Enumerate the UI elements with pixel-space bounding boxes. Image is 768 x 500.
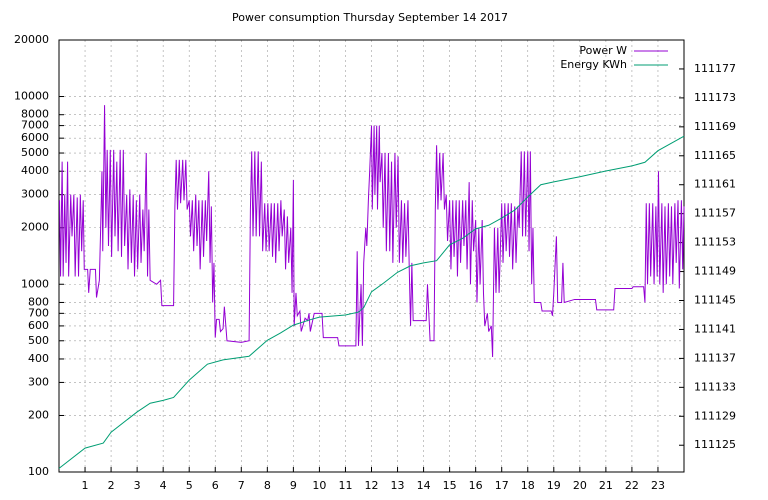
x-tick-label: 3 — [134, 479, 141, 492]
x-tick-label: 6 — [212, 479, 219, 492]
y2-tick-label: 111133 — [694, 380, 736, 393]
y2-tick-label: 111137 — [694, 351, 736, 364]
x-tick-label: 12 — [365, 479, 379, 492]
y-tick-label: 20000 — [14, 33, 49, 46]
y-tick-label: 500 — [28, 334, 49, 347]
y-tick-label: 300 — [28, 375, 49, 388]
y2-tick-label: 111141 — [694, 322, 736, 335]
x-tick-label: 21 — [599, 479, 613, 492]
x-tick-label: 4 — [160, 479, 167, 492]
x-tick-label: 18 — [521, 479, 535, 492]
x-tick-label: 9 — [290, 479, 297, 492]
y2-tick-label: 111153 — [694, 236, 736, 249]
y2-tick-label: 111149 — [694, 265, 736, 278]
plot-border — [58, 39, 685, 473]
x-tick-label: 2 — [108, 479, 115, 492]
y-tick-label: 400 — [28, 352, 49, 365]
y-tick-label: 3000 — [21, 188, 49, 201]
y-tick-label: 7000 — [21, 119, 49, 132]
y-tick-label: 200 — [28, 408, 49, 421]
x-tick-label: 5 — [186, 479, 193, 492]
y-tick-label: 10000 — [14, 90, 49, 103]
y-tick-label: 8000 — [21, 108, 49, 121]
series-line — [59, 105, 685, 357]
y-tick-label: 2000 — [21, 221, 49, 234]
x-tick-label: 20 — [573, 479, 587, 492]
series-line — [58, 135, 685, 469]
x-tick-label: 1 — [82, 479, 89, 492]
y-tick-label: 800 — [28, 295, 49, 308]
y-tick-label: 100 — [28, 465, 49, 478]
y-tick-label: 5000 — [21, 146, 49, 159]
x-tick-label: 23 — [651, 479, 665, 492]
y-tick-label: 1000 — [21, 277, 49, 290]
x-tick-label: 13 — [391, 479, 405, 492]
x-tick-label: 17 — [495, 479, 509, 492]
y2-tick-label: 111165 — [694, 149, 736, 162]
y2-tick-label: 111145 — [694, 294, 736, 307]
y2-tick-label: 111157 — [694, 207, 736, 220]
y-tick-label: 6000 — [21, 131, 49, 144]
y-tick-label: 4000 — [21, 164, 49, 177]
x-tick-label: 14 — [417, 479, 431, 492]
x-tick-label: 11 — [338, 479, 352, 492]
x-tick-label: 7 — [238, 479, 245, 492]
y2-tick-label: 111169 — [694, 120, 736, 133]
x-tick-label: 16 — [469, 479, 483, 492]
x-tick-label: 10 — [312, 479, 326, 492]
x-tick-label: 19 — [547, 479, 561, 492]
x-tick-label: 22 — [625, 479, 639, 492]
chart-title: Power consumption Thursday September 14 … — [232, 11, 508, 24]
legend-label: Energy KWh — [560, 58, 627, 71]
y2-tick-label: 111129 — [694, 409, 736, 422]
legend-label: Power W — [579, 44, 627, 57]
x-tick-label: 8 — [264, 479, 271, 492]
y2-tick-label: 111173 — [694, 91, 736, 104]
x-tick-label: 15 — [443, 479, 457, 492]
y-tick-label: 700 — [28, 306, 49, 319]
y2-tick-label: 111177 — [694, 62, 736, 75]
y-tick-label: 600 — [28, 319, 49, 332]
y2-tick-label: 111125 — [694, 438, 736, 451]
y2-tick-label: 111161 — [694, 178, 736, 191]
